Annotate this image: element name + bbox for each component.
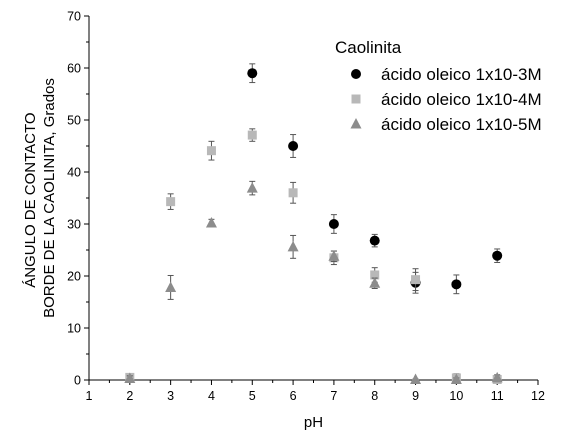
x-tick-label: 9 [412, 389, 419, 403]
data-point [328, 219, 339, 229]
data-point [328, 250, 340, 261]
data-point [287, 240, 299, 252]
y-tick-label: 40 [67, 166, 81, 180]
data-point [166, 197, 176, 207]
x-tick-label: 5 [249, 389, 256, 403]
legend-marker [351, 69, 361, 79]
data-point [411, 275, 421, 285]
data-point [492, 250, 503, 261]
x-tick-label: 1 [86, 389, 93, 403]
y-axis-label: ÁNGULO DE CONTACTO BORDE DE LA CAOLINITA… [22, 78, 58, 318]
data-point [410, 373, 422, 384]
x-axis-label: pH [304, 414, 323, 431]
x-tick-label: 8 [371, 389, 378, 403]
legend-entry-label: ácido oleico 1x10-4M [381, 90, 542, 109]
data-point [165, 281, 177, 292]
data-point [288, 188, 298, 198]
x-tick-label: 4 [208, 389, 215, 403]
y-tick-label: 10 [67, 322, 81, 336]
legend-entry-label: ácido oleico 1x10-5M [381, 115, 542, 134]
data-point [247, 130, 257, 140]
x-tick-label: 6 [290, 389, 297, 403]
y-tick-label: 70 [67, 10, 81, 24]
data-point [247, 68, 258, 79]
data-point [370, 270, 380, 280]
y-axis-label-line-1: ÁNGULO DE CONTACTO [22, 112, 39, 287]
data-point [206, 146, 216, 156]
y-tick-label: 20 [67, 270, 81, 284]
data-point [369, 235, 380, 246]
data-point [451, 279, 462, 290]
data-point [124, 372, 136, 383]
x-tick-label: 12 [531, 389, 545, 403]
x-tick-label: 3 [167, 389, 174, 403]
data-point [205, 216, 217, 228]
x-tick-label: 2 [126, 389, 133, 403]
legend: Caolinita ácido oleico 1x10-3M ácido olei… [335, 38, 542, 134]
data-point [369, 277, 381, 288]
series-3 [124, 180, 503, 384]
data-point [450, 373, 462, 384]
legend-marker [351, 94, 361, 104]
y-tick-label: 30 [67, 218, 81, 232]
x-tick-label: 7 [330, 389, 337, 403]
x-tick-label: 11 [491, 389, 504, 403]
series-2 [125, 128, 502, 384]
y-tick-label: 0 [74, 374, 81, 388]
series-1 [247, 63, 503, 295]
data-point [288, 141, 299, 151]
legend-title: Caolinita [335, 38, 402, 57]
data-point [491, 371, 503, 383]
data-marks [124, 63, 503, 384]
y-tick-label: 50 [67, 114, 81, 128]
x-tick-label: 10 [449, 389, 463, 403]
y-tick-label: 60 [67, 62, 81, 76]
legend-marker [350, 118, 362, 129]
data-point [246, 182, 258, 193]
y-axis-label-line-2: BORDE DE LA CAOLINITA, Grados [41, 78, 58, 318]
legend-entry-label: ácido oleico 1x10-3M [381, 65, 542, 84]
